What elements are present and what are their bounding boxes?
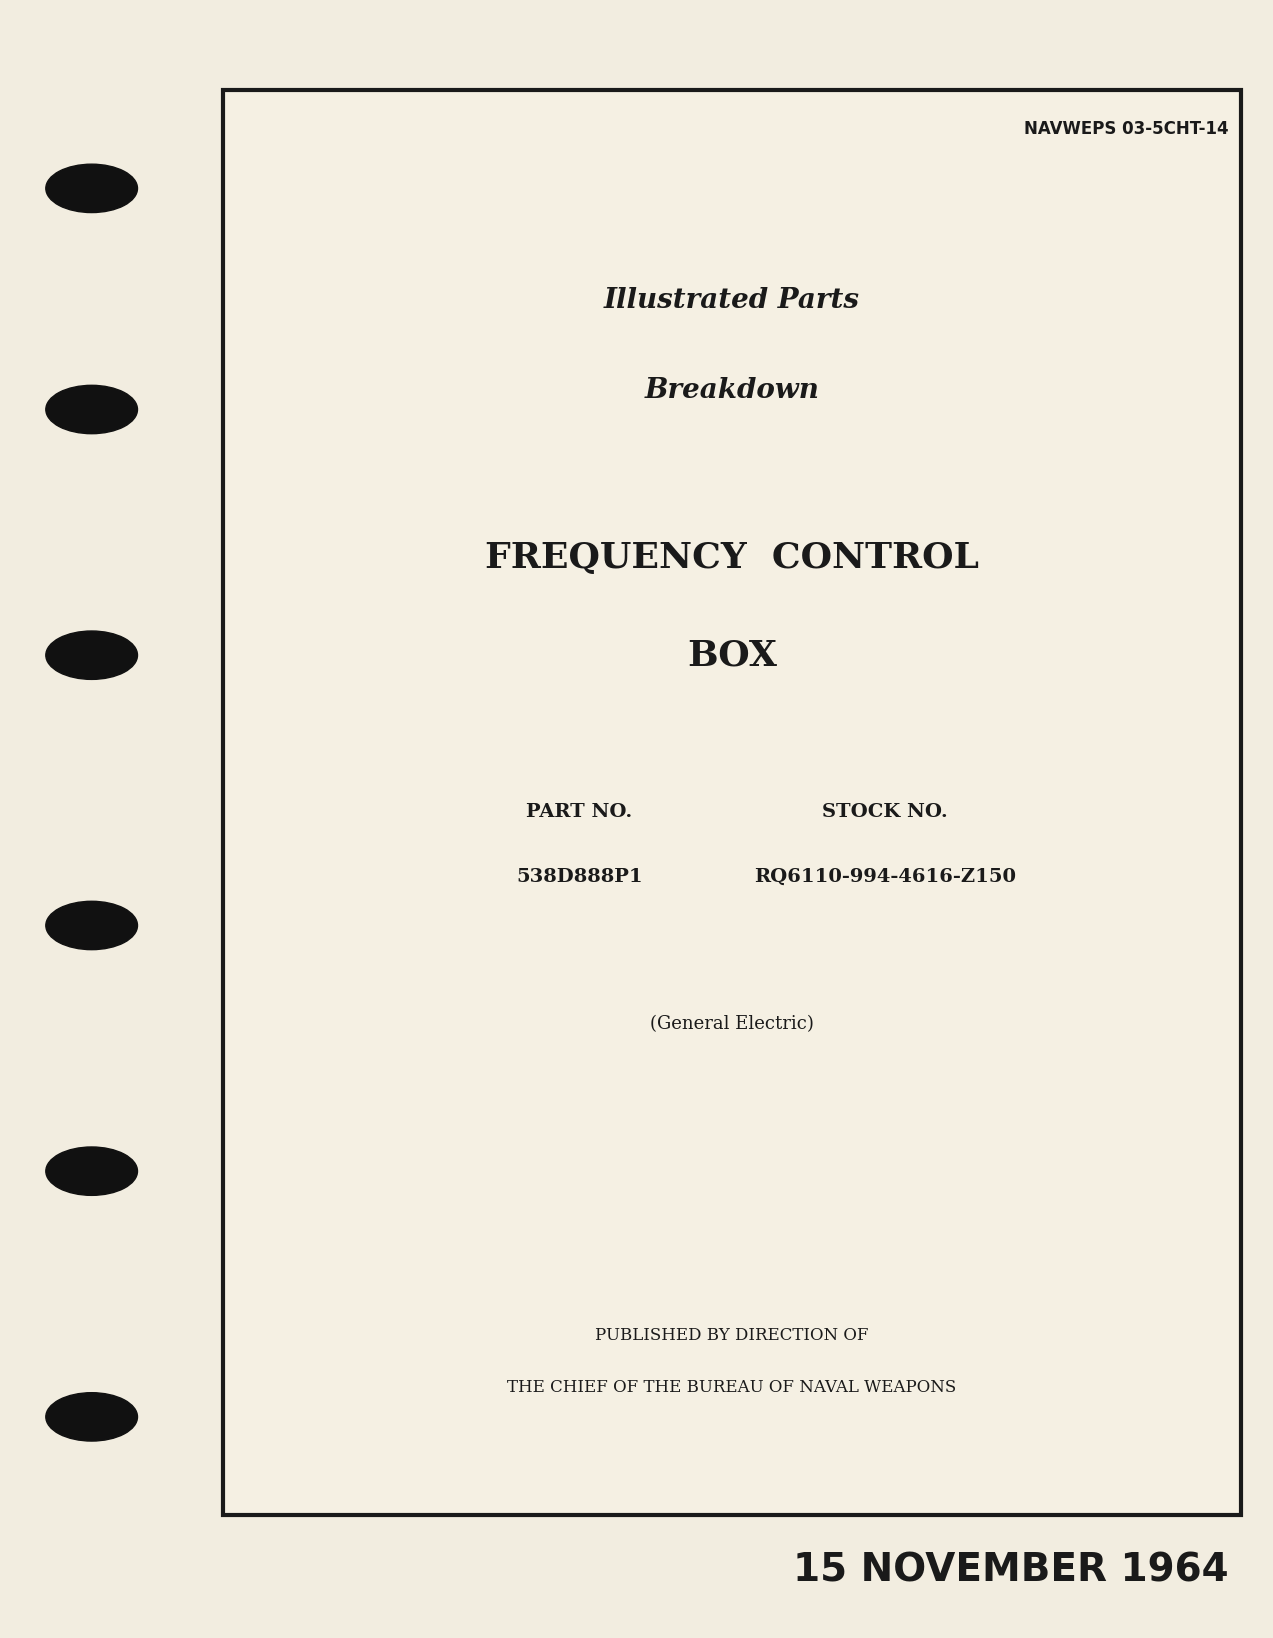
Text: Breakdown: Breakdown [644, 377, 820, 403]
Text: STOCK NO.: STOCK NO. [822, 803, 947, 821]
Text: PUBLISHED BY DIRECTION OF: PUBLISHED BY DIRECTION OF [596, 1327, 868, 1343]
Text: BOX: BOX [687, 639, 777, 673]
Text: (General Electric): (General Electric) [651, 1016, 813, 1034]
Ellipse shape [46, 1392, 137, 1441]
Text: Illustrated Parts: Illustrated Parts [603, 287, 861, 313]
Ellipse shape [46, 901, 137, 950]
Text: 15 NOVEMBER 1964: 15 NOVEMBER 1964 [793, 1551, 1228, 1589]
Text: RQ6110-994-4616-Z150: RQ6110-994-4616-Z150 [754, 868, 1016, 886]
Ellipse shape [46, 164, 137, 213]
Ellipse shape [46, 1147, 137, 1196]
Ellipse shape [46, 385, 137, 434]
Text: THE CHIEF OF THE BUREAU OF NAVAL WEAPONS: THE CHIEF OF THE BUREAU OF NAVAL WEAPONS [508, 1379, 956, 1396]
FancyBboxPatch shape [223, 90, 1241, 1515]
Text: NAVWEPS 03-5CHT-14: NAVWEPS 03-5CHT-14 [1023, 120, 1228, 138]
Ellipse shape [46, 631, 137, 680]
Text: 538D888P1: 538D888P1 [516, 868, 643, 886]
Text: FREQUENCY  CONTROL: FREQUENCY CONTROL [485, 541, 979, 575]
Text: PART NO.: PART NO. [526, 803, 633, 821]
